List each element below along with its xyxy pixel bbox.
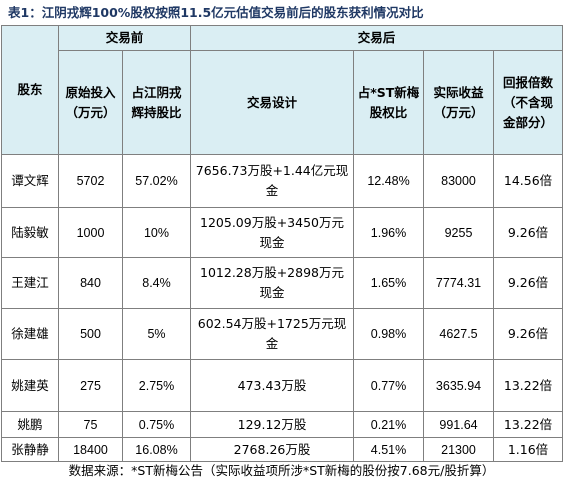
cell-ratio: 16.08%: [121, 437, 192, 462]
cell-gain: 4627.5: [423, 308, 495, 360]
cell-mult: 14.56倍: [493, 154, 563, 208]
cell-mult: 9.26倍: [493, 257, 563, 309]
header-orig-ratio: 占江阴戎辉持股比: [121, 50, 192, 155]
table-row: 姚建英 275 2.75% 473.43万股 0.77% 3635.94 13.…: [1, 359, 563, 412]
cell-invest: 275: [58, 359, 123, 412]
cell-invest: 18400: [58, 437, 123, 462]
cell-ratio: 2.75%: [121, 359, 192, 412]
cell-invest: 840: [58, 257, 123, 309]
table-row: 徐建雄 500 5% 602.54万股+1725万元现金 0.98% 4627.…: [1, 308, 563, 360]
cell-st-ratio: 12.48%: [353, 154, 425, 208]
cell-mult: 13.22倍: [493, 359, 563, 412]
cell-design: 2768.26万股: [190, 437, 355, 462]
table-row: 王建江 840 8.4% 1012.28万股+2898万元现金 1.65% 77…: [1, 257, 563, 309]
cell-design: 129.12万股: [190, 411, 355, 438]
cell-design: 1012.28万股+2898万元现金: [190, 257, 355, 309]
cell-ratio: 8.4%: [121, 257, 192, 309]
header-after-group: 交易后: [190, 25, 563, 51]
cell-mult: 9.26倍: [493, 308, 563, 360]
table-row: 谭文辉 5702 57.02% 7656.73万股+1.44亿元现金 12.48…: [1, 154, 563, 208]
header-shareholder: 股东: [1, 25, 59, 155]
header-st-ratio: 占*ST新梅股权比: [353, 50, 425, 155]
header-group-row: 股东 交易前 交易后: [1, 25, 563, 155]
cell-ratio: 57.02%: [121, 154, 192, 208]
table-row: 陆毅敏 1000 10% 1205.09万股+3450万元现金 1.96% 92…: [1, 207, 563, 258]
cell-design: 1205.09万股+3450万元现金: [190, 207, 355, 258]
cell-gain: 991.64: [423, 411, 495, 438]
cell-ratio: 10%: [121, 207, 192, 258]
cell-mult: 9.26倍: [493, 207, 563, 258]
cell-gain: 83000: [423, 154, 495, 208]
shareholder-gain-table: 股东 交易前 交易后 原始投入（万元） 占江阴戎辉持股比 交易设计 占*ST新梅…: [1, 25, 563, 462]
cell-st-ratio: 1.65%: [353, 257, 425, 309]
cell-st-ratio: 0.98%: [353, 308, 425, 360]
cell-design: 473.43万股: [190, 359, 355, 412]
cell-mult: 1.16倍: [493, 437, 563, 462]
cell-gain: 7774.31: [423, 257, 495, 309]
cell-name: 徐建雄: [1, 308, 59, 360]
table-row: 张静静 18400 16.08% 2768.26万股 4.51% 21300 1…: [1, 437, 563, 462]
table-title: 表1：江阴戎辉100%股权按照11.5亿元估值交易前后的股东获利情况对比: [8, 5, 424, 20]
cell-invest: 75: [58, 411, 123, 438]
header-actual-gain: 实际收益（万元）: [423, 50, 495, 155]
cell-invest: 5702: [58, 154, 123, 208]
header-column-row: 原始投入（万元） 占江阴戎辉持股比 交易设计 占*ST新梅股权比 实际收益（万元…: [2, 50, 563, 155]
cell-st-ratio: 0.21%: [353, 411, 425, 438]
cell-ratio: 5%: [121, 308, 192, 360]
data-source-footnote: 数据来源：*ST新梅公告（实际收益项所涉*ST新梅的股份按7.68元/股折算）: [68, 463, 495, 478]
cell-name: 谭文辉: [1, 154, 59, 208]
cell-design: 602.54万股+1725万元现金: [190, 308, 355, 360]
cell-st-ratio: 1.96%: [353, 207, 425, 258]
header-orig-invest: 原始投入（万元）: [58, 50, 123, 155]
cell-name: 陆毅敏: [1, 207, 59, 258]
cell-st-ratio: 0.77%: [353, 359, 425, 412]
header-before-group: 交易前: [57, 25, 192, 51]
cell-name: 姚建英: [1, 359, 59, 412]
cell-gain: 3635.94: [423, 359, 495, 412]
cell-name: 张静静: [1, 437, 59, 462]
cell-invest: 500: [58, 308, 123, 360]
cell-gain: 9255: [423, 207, 495, 258]
cell-invest: 1000: [58, 207, 123, 258]
cell-mult: 13.22倍: [493, 411, 563, 438]
header-return-mult: 回报倍数（不含现金部分）: [493, 50, 563, 155]
cell-name: 王建江: [1, 257, 59, 309]
cell-ratio: 0.75%: [121, 411, 192, 438]
cell-name: 姚鹏: [1, 411, 59, 438]
table-row: 姚鹏 75 0.75% 129.12万股 0.21% 991.64 13.22倍: [1, 411, 563, 438]
cell-design: 7656.73万股+1.44亿元现金: [190, 154, 355, 208]
header-design: 交易设计: [190, 50, 355, 155]
